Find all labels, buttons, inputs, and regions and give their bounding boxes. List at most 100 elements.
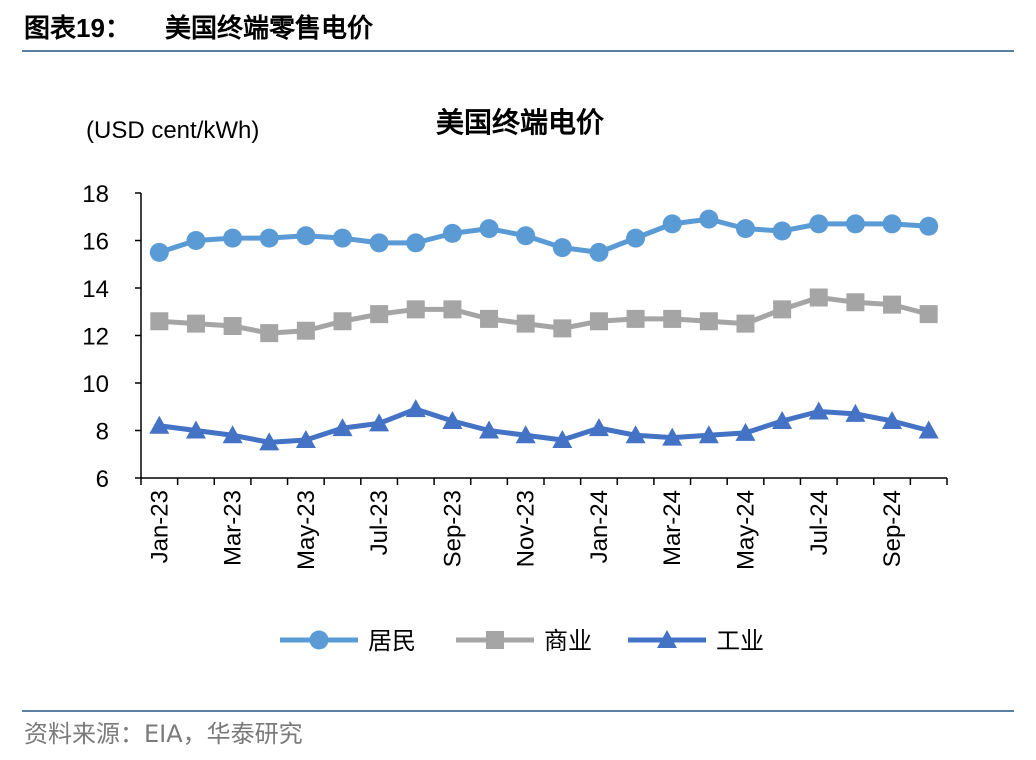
- series-line-2: [159, 295, 930, 336]
- header-rule: [22, 50, 1014, 52]
- series-2-point: [626, 309, 645, 328]
- figure-header: 图表19： 美国终端零售电价: [24, 8, 373, 48]
- x-tick-label: Jul-23: [366, 490, 393, 555]
- series-3-point: [369, 413, 390, 432]
- x-tick-label: Mar-24: [659, 490, 686, 566]
- figure-title: 美国终端零售电价: [164, 14, 373, 44]
- series-2-point: [223, 317, 242, 335]
- series-1-point: [296, 226, 316, 246]
- series-1-point: [442, 223, 462, 243]
- x-tick-label: Mar-23: [220, 490, 247, 566]
- series-2-point: [919, 305, 938, 324]
- series-3-point: [185, 420, 206, 439]
- series-3-point: [845, 403, 866, 422]
- series-3-point: [552, 430, 573, 448]
- series-3-point: [405, 399, 426, 418]
- series-1-point: [186, 231, 206, 250]
- series-1-point: [736, 219, 755, 239]
- series-1-point: [662, 214, 682, 234]
- series-2-point: [883, 295, 902, 314]
- series-2-point: [663, 309, 682, 328]
- x-tick-label: May-23: [293, 490, 320, 570]
- series-1-point: [369, 233, 389, 253]
- series-1-point: [516, 226, 536, 246]
- series-2-point: [260, 324, 279, 343]
- series-3-point: [588, 418, 609, 437]
- x-tick-label: Jul-24: [806, 490, 833, 555]
- series-3-point: [479, 420, 500, 439]
- series-2-point: [150, 312, 169, 331]
- x-tick-label: Nov-23: [513, 490, 540, 567]
- series-3-point: [662, 427, 683, 446]
- legend-marker-3: [657, 630, 677, 648]
- line-chart: 美国终端电价 (USD cent/kWh) 6 8 10 12 14 16 18 Jan-23 Ma…: [82, 106, 948, 655]
- x-tick-label: Jan-24: [586, 490, 613, 563]
- series-2-point: [186, 314, 205, 333]
- series-3-point: [918, 420, 939, 439]
- series-1-point: [223, 228, 243, 248]
- series-2-point: [296, 321, 315, 340]
- series-2-point: [443, 300, 462, 319]
- series-2-point: [333, 312, 352, 331]
- legend-marker-2: [486, 631, 504, 649]
- series-1-point: [259, 228, 279, 248]
- series-2-point: [736, 314, 755, 333]
- series-2-point: [553, 319, 572, 338]
- figure-number: 19：: [76, 13, 131, 43]
- y-tick-label: 12: [82, 324, 109, 351]
- series-2-point: [809, 288, 828, 307]
- series-1-point: [919, 216, 939, 236]
- legend-marker-1: [309, 630, 329, 650]
- series-1-point: [772, 221, 792, 241]
- chart-title: 美国终端电价: [436, 106, 605, 139]
- series-1-point: [149, 242, 169, 262]
- legend-label-1: 居民: [368, 627, 416, 655]
- series-1-point: [809, 214, 829, 234]
- legend-label-3: 工业: [716, 627, 764, 655]
- series-line-1: [158, 216, 929, 255]
- series-3-point: [808, 401, 829, 420]
- y-tick-label: 10: [82, 371, 109, 398]
- x-tick-label: Sep-24: [879, 490, 906, 567]
- y-tick-label: 16: [82, 229, 109, 256]
- series-1-point: [406, 233, 426, 253]
- series-3-point: [625, 425, 646, 444]
- series-3-point: [222, 425, 243, 444]
- series-3-point: [698, 425, 719, 444]
- series-2-point: [480, 309, 499, 328]
- series-3-point: [442, 411, 463, 429]
- series-3-point: [332, 418, 353, 437]
- series-3-point: [772, 411, 793, 429]
- series-2-point: [846, 293, 865, 312]
- x-tick-label: Jan-23: [146, 490, 173, 563]
- footer-rule: [22, 710, 1014, 712]
- series-3-point: [295, 430, 316, 448]
- series-2-point: [516, 314, 535, 333]
- series-1-point: [845, 214, 865, 234]
- y-tick-label: 6: [96, 466, 109, 493]
- series-2-point: [370, 305, 389, 324]
- series-3-point: [515, 425, 536, 444]
- series-1-point: [333, 228, 352, 248]
- source-note: 资料来源：EIA，华泰研究: [24, 720, 303, 748]
- series-1-point: [552, 238, 572, 258]
- series-3-point: [149, 415, 170, 434]
- series-3-point: [882, 411, 903, 429]
- series-line-3: [158, 406, 930, 445]
- legend-label-2: 商业: [544, 627, 592, 655]
- y-tick-label: 14: [82, 276, 109, 303]
- x-tick-label: Sep-23: [439, 490, 466, 567]
- unit-label: (USD cent/kWh): [86, 117, 259, 144]
- y-tick-label: 18: [82, 181, 109, 208]
- series-3-point: [259, 432, 280, 451]
- series-1-point: [589, 242, 609, 262]
- series-1-point: [479, 219, 499, 239]
- y-tick-label: 8: [96, 419, 109, 446]
- series-1-point: [626, 228, 646, 248]
- x-tick-label: May-24: [733, 490, 760, 570]
- series-1-point: [699, 209, 719, 229]
- series-2-point: [699, 312, 718, 331]
- series-2-point: [773, 300, 792, 319]
- series-3-point: [735, 422, 756, 441]
- series-1-point: [882, 214, 902, 234]
